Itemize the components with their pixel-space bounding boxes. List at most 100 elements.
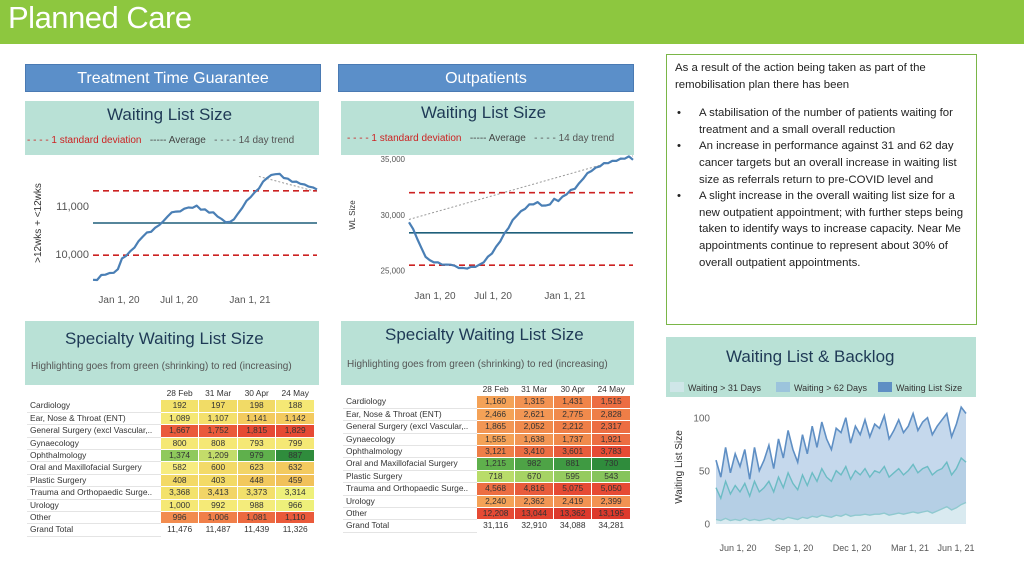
column-header: 28 Feb <box>482 384 509 394</box>
table-header-row: 28 Feb 31 Mar 30 Apr 24 May <box>343 384 631 396</box>
chart-title: Waiting List & Backlog <box>726 347 895 366</box>
column-header: 30 Apr <box>560 384 585 394</box>
panel-header <box>25 101 319 155</box>
y-tick-label: 50 <box>699 467 711 478</box>
legend-swatch <box>878 382 892 392</box>
cell-value: 1,921 <box>591 432 631 447</box>
cell-value: 3,373 <box>236 486 277 500</box>
series-line <box>92 172 318 282</box>
x-tick-label: Dec 1, 20 <box>833 543 872 553</box>
table-row: Plastic Surgery 408 403 448 459 <box>27 473 315 488</box>
panel-header <box>666 337 976 397</box>
x-tick-label: Jul 1, 20 <box>474 291 512 302</box>
cell-value: 992 <box>198 498 238 513</box>
x-tick-label: Mar 1, 21 <box>891 543 929 553</box>
legend-swatch <box>670 382 684 392</box>
cell-value: 1,160 <box>475 395 516 409</box>
cell-value: 1,829 <box>275 424 315 438</box>
series-line <box>408 155 634 270</box>
cell-value: 1,555 <box>475 432 516 447</box>
specialty-name: Gynaecology <box>343 433 477 447</box>
cell-value: 1,752 <box>198 424 238 438</box>
specialty-name: Other <box>343 507 477 521</box>
x-tick-label: Sep 1, 20 <box>775 543 814 553</box>
panel-header <box>25 321 319 385</box>
op-waiting-list-panel: Waiting List Size - - - - 1 standard dev… <box>341 101 634 315</box>
cell-value: 1,815 <box>236 424 277 438</box>
panel-header <box>341 101 634 155</box>
cell-value: 192 <box>159 399 200 413</box>
table-row: Ear, Nose & Throat (ENT) 1,089 1,107 1,141 1… <box>27 411 315 426</box>
cell-value: 1,081 <box>236 511 277 525</box>
cell-value: 3,410 <box>514 445 554 459</box>
cell-value: 2,240 <box>475 494 516 509</box>
table-subtitle: Highlighting goes from green (shrinking)… <box>31 361 292 372</box>
total-label: Grand Total <box>343 519 477 533</box>
cell-value: 3,314 <box>275 486 315 500</box>
specialty-name: Ophthalmology <box>343 445 477 459</box>
y-axis-label: Waiting List Size <box>674 430 685 504</box>
cell-value: 13,362 <box>552 507 593 521</box>
legend-sd: - - - - 1 standard deviation <box>347 133 462 144</box>
x-tick-label: Jun 1, 20 <box>719 543 756 553</box>
cell-value: 3,783 <box>591 445 631 459</box>
cell-value: 448 <box>236 473 277 488</box>
y-tick-label: 100 <box>693 414 710 425</box>
total-value: 34,088 <box>552 519 593 533</box>
total-value: 11,326 <box>275 523 315 537</box>
cell-value: 982 <box>514 457 554 471</box>
chart-title: Waiting List Size <box>107 105 233 124</box>
line-waiting-62-days <box>715 501 967 522</box>
op-specialty-panel: Specialty Waiting List Size Highlighting… <box>341 321 634 545</box>
specialty-name: Cardiology <box>343 395 477 409</box>
cell-value: 2,466 <box>475 407 516 422</box>
specialty-name: Trauma and Orthopaedic Surge.. <box>27 486 161 500</box>
cell-value: 3,121 <box>475 445 516 459</box>
table-row: Cardiology 1,160 1,315 1,431 1,515 <box>343 395 631 409</box>
panel-header <box>341 321 634 385</box>
cell-value: 670 <box>514 469 554 484</box>
cell-value: 632 <box>275 461 315 475</box>
cell-value: 887 <box>275 449 315 463</box>
summary-bullet: A slight increase in the overall waiting… <box>675 188 968 271</box>
wl-backlog-area-chart: Waiting List Size 0 50 100 Jun 1, 20 Sep 1, 2… <box>674 405 975 553</box>
cell-value: 2,621 <box>514 407 554 422</box>
cell-value: 881 <box>552 457 593 471</box>
cell-value: 2,775 <box>552 407 593 422</box>
cell-value: 459 <box>275 473 315 488</box>
cell-value: 198 <box>236 399 277 413</box>
table-row: General Surgery (excl Vascular,.. 1,667 1,… <box>27 424 315 438</box>
specialty-name: Trauma and Orthopaedic Surge.. <box>343 482 477 496</box>
cell-value: 1,215 <box>475 457 516 471</box>
legend-label: Waiting > 31 Days <box>688 383 761 393</box>
cell-value: 718 <box>475 469 516 484</box>
cell-value: 1,089 <box>159 411 200 426</box>
cell-value: 1,667 <box>159 424 200 438</box>
cell-value: 799 <box>275 436 315 451</box>
total-row: Grand Total 31,116 32,910 34,088 34,281 <box>343 519 631 533</box>
op-specialty-table: 28 Feb 31 Mar 30 Apr 24 May Cardiology 1,160 1… <box>343 384 631 533</box>
total-value: 32,910 <box>514 519 554 533</box>
cell-value: 1,006 <box>198 511 238 525</box>
cell-value: 1,107 <box>198 411 238 426</box>
column-header: 31 Mar <box>521 384 548 394</box>
total-value: 11,476 <box>159 523 200 537</box>
specialty-name: Urology <box>27 499 161 513</box>
summary-text-box: As a result of the action being taken as… <box>666 54 977 325</box>
specialty-name: Plastic Surgery <box>343 470 477 484</box>
specialty-name: Oral and Maxillofacial Surgery <box>343 457 477 471</box>
cell-value: 403 <box>198 473 238 488</box>
line-waiting-31-days <box>715 456 967 501</box>
x-tick-label: Jan 1, 20 <box>98 295 140 306</box>
cell-value: 1,142 <box>275 411 315 426</box>
total-row: Grand Total 11,476 11,487 11,439 11,326 <box>27 523 315 537</box>
summary-bullet: An increase in performance against 31 an… <box>675 138 968 188</box>
table-row: Plastic Surgery 718 670 595 543 <box>343 469 631 484</box>
cell-value: 12,208 <box>475 507 516 521</box>
cell-value: 3,413 <box>198 486 238 500</box>
y-axis-label: WL Size <box>348 200 357 230</box>
column-header: 31 Mar <box>205 388 232 398</box>
total-value: 11,439 <box>236 523 277 537</box>
cell-value: 582 <box>159 461 200 475</box>
specialty-name: Plastic Surgery <box>27 474 161 488</box>
